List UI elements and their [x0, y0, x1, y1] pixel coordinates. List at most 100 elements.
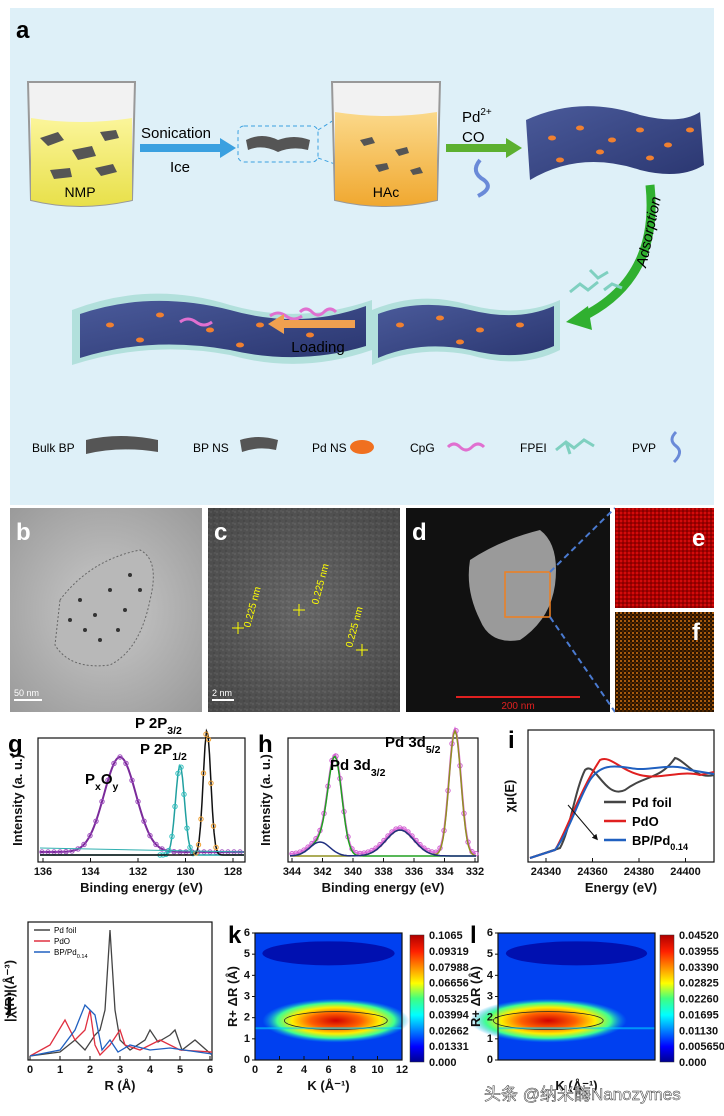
x-tick-label: 340 [344, 866, 362, 878]
y-tick-label: 6 [487, 927, 493, 939]
text-part: P 2P [140, 741, 172, 758]
spectrum-point [153, 841, 159, 848]
peak-label: PxOy [85, 771, 119, 793]
spectrum-point [63, 848, 69, 855]
spectrum-curve [529, 756, 715, 859]
x-tick-label: 6 [325, 1064, 331, 1076]
x-tick-label: 24380 [624, 866, 655, 878]
nanosheet [80, 300, 366, 358]
spectrum-point [210, 823, 217, 829]
spectrum-point [129, 777, 135, 783]
legend-label: Pd NS [312, 441, 347, 455]
x-tick-label: 1 [57, 1064, 63, 1076]
map-contour [492, 1011, 604, 1031]
scale-label: 50 nm [14, 688, 39, 698]
colorbar-label: 0.1065 [429, 930, 463, 942]
x-tick-label: 344 [283, 866, 302, 878]
y-axis-label: χμ(E) [502, 780, 517, 813]
spectrum-point [200, 770, 207, 776]
y-axis-label: Intensity (a. u.) [258, 754, 273, 846]
y-tick-label: 0 [487, 1054, 493, 1066]
x-axis-label: K (Å⁻¹) [307, 1078, 349, 1093]
x-axis-label: Binding energy (eV) [322, 880, 445, 895]
text-part: 3/2 [167, 725, 182, 737]
x-tick-label: 0 [252, 1064, 258, 1076]
pd-map [615, 508, 714, 608]
x-tick-label: 334 [435, 866, 454, 878]
annotation-arrow [567, 804, 598, 841]
map-contour [283, 1011, 388, 1031]
spectrum-point [81, 841, 87, 848]
spectrum-point [99, 798, 105, 805]
legend-icon [86, 436, 158, 454]
colorbar-label: 0.03994 [429, 1009, 470, 1021]
ion: Pd [462, 109, 480, 126]
arrow-head [268, 314, 284, 334]
x-tick-label: 132 [129, 866, 147, 878]
map-feature [505, 941, 648, 966]
panel-label: h [258, 731, 273, 758]
map-hotspot [262, 998, 410, 1043]
pvp-icon [473, 158, 490, 198]
spectrum-point [195, 842, 202, 848]
y-tick-label: 1 [487, 1033, 493, 1045]
spectrum-point [105, 777, 111, 783]
spectrum-point [178, 764, 184, 770]
x-tick-label: 136 [34, 866, 52, 878]
y-tick-label: 3 [487, 991, 493, 1003]
x-tick-label: 4 [147, 1064, 154, 1076]
spectrum-point [87, 832, 93, 839]
map-hotspot [469, 998, 627, 1043]
text-part: O [101, 771, 113, 788]
spectrum-point [207, 849, 213, 855]
colorbar-label: 0.005650 [679, 1041, 724, 1053]
spectrum-point [201, 849, 207, 855]
colorbar-label: 0.01331 [429, 1041, 469, 1053]
plot-frame [37, 737, 246, 863]
spectrum-point [171, 848, 177, 855]
colorbar-label: 0.04520 [679, 930, 719, 942]
sample-image [468, 530, 556, 641]
spectrum-curve [529, 758, 715, 859]
panel-label: a [16, 17, 30, 44]
legend-label: PVP [632, 441, 656, 455]
step-label: Ice [170, 159, 190, 176]
panel-a: a NMP Sonication Ice HAc Pd2+ CO Adsorpt… [10, 8, 714, 505]
spectrum-point [123, 760, 129, 767]
spectrum-curve [29, 929, 213, 1057]
spectrum-point [159, 846, 165, 852]
text-part: x [95, 781, 101, 793]
text-part: Pd foil [632, 795, 672, 810]
text-part: Pd 3d [385, 734, 426, 751]
x-tick-label: 24400 [670, 866, 701, 878]
colorbar-label: 0.000 [679, 1057, 707, 1069]
text-part: PdO [54, 937, 70, 946]
x-axis-label: R (Å) [104, 1078, 135, 1093]
zoom-line [549, 507, 616, 713]
legend: Bulk BP BP NS Pd NS CpG FPEI PVP [32, 430, 681, 464]
plot-frame [527, 729, 715, 863]
text-part: PdO [632, 814, 659, 829]
x-tick-label: 128 [224, 866, 242, 878]
text-part: 0.14 [77, 954, 88, 960]
colorbar-label: 0.07988 [429, 962, 469, 974]
y-axis-label: R+ ΔR (Å) [468, 966, 483, 1027]
colorbar-label: 0.03390 [679, 962, 719, 974]
x-tick-label: 10 [371, 1064, 383, 1076]
arrow [578, 184, 656, 323]
spectrum-point [175, 770, 181, 777]
legend-label: BP/Pd0.14 [632, 833, 689, 852]
beaker [26, 81, 137, 207]
arrow-head [220, 138, 236, 158]
y-tick-label: 5 [244, 948, 250, 960]
beaker [330, 81, 442, 207]
watermark: 头条 @纳米酶Nanozymes [484, 1085, 681, 1104]
solvent-label: HAc [373, 184, 399, 200]
panel-label: e [692, 525, 705, 552]
arrow-head [506, 138, 522, 158]
spectrum-point [51, 849, 57, 855]
spectrum-point [93, 818, 99, 824]
spectrum-point [117, 754, 123, 760]
spectrum-point [198, 816, 204, 822]
